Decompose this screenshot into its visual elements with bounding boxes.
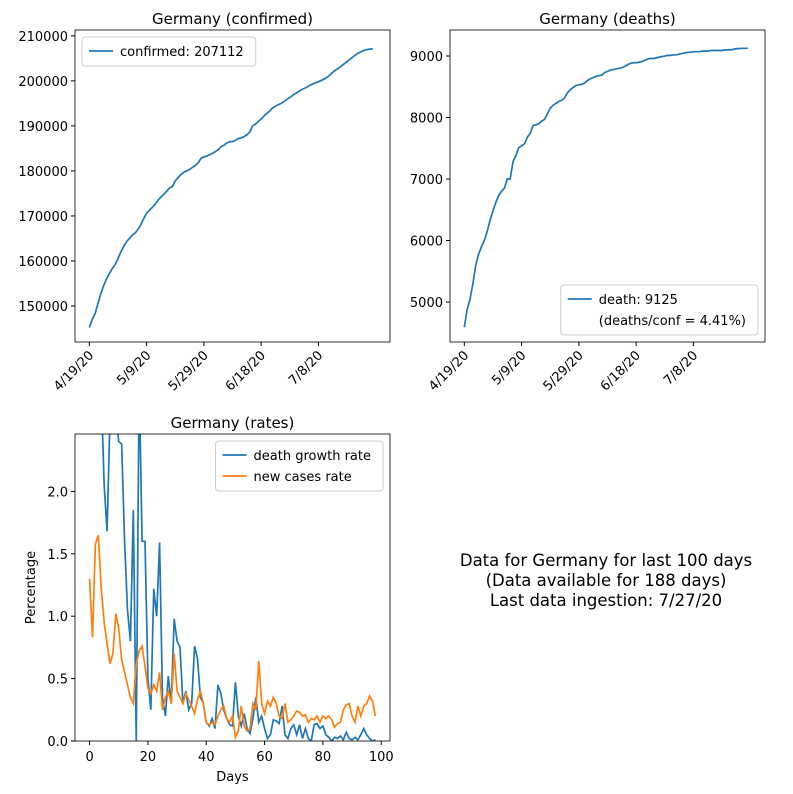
- line-series: [463, 47, 748, 328]
- legend: death: 9125 (deaths/conf = 4.41%): [560, 284, 759, 336]
- line-series: [88, 534, 377, 741]
- x-tick-label: 60: [256, 750, 273, 765]
- y-tick-label: 8000: [410, 112, 443, 127]
- info-line: Data for Germany for last 100 days: [460, 551, 752, 570]
- legend: confirmed: 207112: [81, 36, 257, 67]
- legend-box: [560, 284, 759, 336]
- info-line: Last data ingestion: 7/27/20: [490, 591, 722, 610]
- info-line: (Data available for 188 days): [486, 571, 727, 590]
- chart-title: Germany (deaths): [539, 10, 676, 28]
- x-tick-label: 80: [315, 750, 332, 765]
- x-axis-label: Days: [216, 770, 249, 785]
- y-tick-label: 180000: [18, 165, 68, 180]
- legend-label: new cases rate: [254, 470, 352, 485]
- y-tick-label: 9000: [410, 50, 443, 65]
- legend-label: death: 9125: [599, 293, 678, 308]
- y-tick-label: 6000: [410, 235, 443, 250]
- x-tick-label: 40: [198, 750, 215, 765]
- y-tick-label: 160000: [18, 255, 68, 270]
- axes-frame: [449, 29, 766, 343]
- y-tick-label: 170000: [18, 210, 68, 225]
- y-tick-label: 200000: [18, 75, 68, 90]
- x-tick-label: 20: [140, 750, 157, 765]
- legend-box: [81, 36, 257, 67]
- y-tick-label: 7000: [410, 173, 443, 188]
- axes-frame: [74, 433, 391, 742]
- y-tick-label: 2.0: [47, 485, 68, 500]
- y-axis-label: Percentage: [24, 551, 39, 624]
- chart-title: Germany (rates): [171, 414, 295, 432]
- legend-label: confirmed: 207112: [120, 45, 244, 60]
- y-tick-label: 190000: [18, 120, 68, 135]
- y-tick-label: 0.0: [47, 735, 68, 750]
- x-tick-label: 0: [85, 750, 93, 765]
- legend: death growth rate new cases rate: [215, 440, 384, 492]
- legend-box: [215, 440, 384, 492]
- y-tick-label: 5000: [410, 296, 443, 311]
- y-tick-label: 0.5: [47, 673, 68, 688]
- legend-label: (deaths/conf = 4.41%): [599, 314, 746, 329]
- line-series: [88, 48, 373, 328]
- x-tick-label: 100: [369, 750, 394, 765]
- axes-frame: [74, 29, 391, 343]
- y-tick-label: 210000: [18, 30, 68, 45]
- y-tick-label: 1.5: [47, 548, 68, 563]
- y-tick-label: 150000: [18, 300, 68, 315]
- legend-label: death growth rate: [254, 449, 371, 464]
- chart-title: Germany (confirmed): [152, 10, 313, 28]
- line-series: [101, 434, 376, 741]
- y-tick-label: 1.0: [47, 610, 68, 625]
